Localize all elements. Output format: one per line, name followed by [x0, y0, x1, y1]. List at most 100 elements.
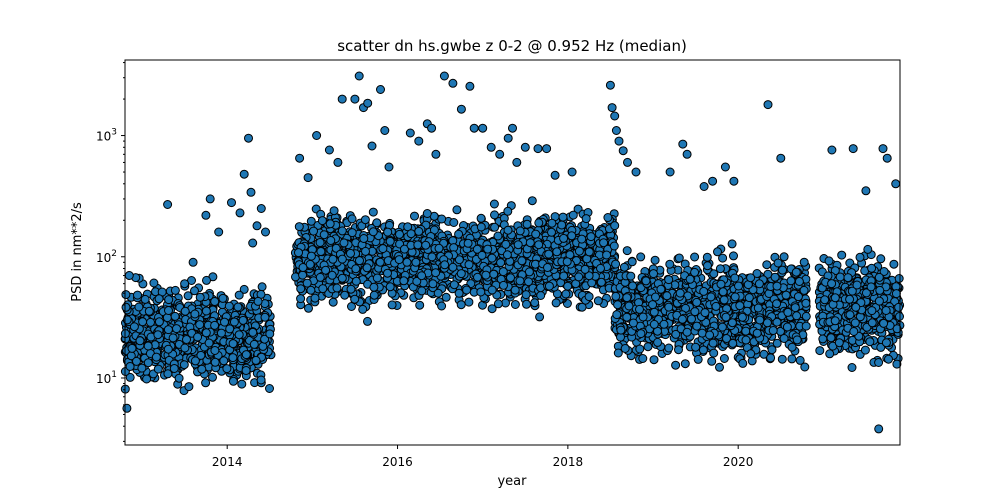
- scatter-point: [665, 259, 675, 269]
- scatter-point: [350, 294, 360, 304]
- scatter-point: [154, 294, 164, 304]
- scatter-point: [328, 254, 338, 264]
- scatter-point: [182, 335, 191, 344]
- scatter-point: [551, 298, 561, 308]
- scatter-point: [337, 273, 347, 283]
- scatter-point: [410, 211, 419, 221]
- scatter-point: [827, 145, 837, 155]
- scatter-point: [256, 375, 266, 385]
- scatter-point: [533, 144, 543, 154]
- scatter-point: [454, 288, 464, 298]
- scatter-point: [361, 246, 370, 256]
- scatter-point: [347, 214, 357, 224]
- scatter-point: [878, 144, 888, 154]
- scatter-point: [702, 252, 712, 262]
- scatter-point: [799, 257, 809, 267]
- scatter-point: [850, 318, 860, 328]
- scatter-point: [659, 319, 669, 329]
- scatter-point: [238, 315, 248, 325]
- scatter-point: [781, 290, 791, 300]
- scatter-point: [428, 279, 438, 289]
- scatter-point: [677, 314, 687, 324]
- scatter-point: [894, 274, 904, 283]
- scatter-point: [542, 144, 552, 154]
- scatter-point: [852, 280, 862, 290]
- scatter-point: [188, 257, 198, 267]
- scatter-point: [427, 123, 437, 133]
- scatter-point: [552, 247, 562, 257]
- scatter-point: [741, 326, 751, 336]
- scatter-point: [355, 256, 364, 266]
- scatter-point: [678, 139, 688, 149]
- scatter-point: [628, 318, 638, 328]
- scatter-point: [169, 364, 179, 373]
- scatter-point: [248, 238, 258, 248]
- scatter-point: [826, 333, 836, 343]
- scatter-point: [793, 292, 803, 302]
- scatter-point: [325, 219, 335, 229]
- scatter-point: [675, 288, 685, 298]
- scatter-point: [383, 227, 393, 237]
- scatter-point: [305, 259, 315, 269]
- scatter-point: [690, 252, 700, 262]
- scatter-point: [622, 312, 632, 322]
- scatter-point: [882, 153, 892, 163]
- scatter-point: [477, 250, 487, 260]
- scatter-point: [464, 260, 474, 270]
- scatter-point: [168, 333, 178, 343]
- scatter-point: [210, 346, 220, 355]
- scatter-point: [362, 263, 372, 273]
- scatter-point: [180, 279, 190, 289]
- scatter-point: [610, 221, 620, 231]
- scatter-point: [619, 262, 629, 272]
- scatter-point: [874, 296, 884, 306]
- scatter-point: [641, 276, 651, 286]
- scatter-point: [227, 198, 236, 208]
- scatter-point: [782, 322, 792, 332]
- scatter-point: [891, 179, 901, 189]
- scatter-point: [794, 277, 804, 286]
- scatter-point: [138, 317, 148, 327]
- scatter-point: [884, 354, 893, 364]
- scatter-point: [151, 352, 161, 362]
- scatter-point: [363, 98, 373, 108]
- scatter-point: [559, 271, 569, 281]
- scatter-point: [222, 364, 232, 374]
- scatter-point: [201, 306, 211, 316]
- scatter-point: [261, 227, 270, 237]
- scatter-point: [881, 306, 891, 315]
- scatter-point: [536, 291, 546, 300]
- scatter-point: [333, 157, 343, 167]
- scatter-point: [449, 218, 459, 227]
- scatter-point: [473, 272, 482, 282]
- scatter-point: [179, 360, 189, 370]
- scatter-point: [638, 312, 648, 322]
- scatter-point: [137, 363, 147, 373]
- scatter-point: [762, 318, 772, 328]
- scatter-point: [481, 270, 491, 280]
- scatter-point: [762, 260, 772, 270]
- scatter-point: [210, 357, 220, 367]
- scatter-point: [476, 213, 486, 223]
- scatter-point: [174, 373, 184, 383]
- scatter-point: [437, 301, 447, 311]
- scatter-point: [258, 341, 268, 351]
- scatter-point: [489, 199, 499, 209]
- scatter-point: [562, 257, 572, 267]
- scatter-point: [531, 229, 541, 239]
- scatter-point: [351, 264, 361, 274]
- scatter-point: [834, 338, 844, 348]
- scatter-point: [499, 280, 508, 290]
- scatter-point: [395, 229, 404, 239]
- scatter-point: [559, 233, 569, 243]
- scatter-point: [574, 272, 584, 282]
- scatter-point: [132, 356, 141, 366]
- scatter-point: [385, 282, 395, 292]
- scatter-point: [574, 246, 584, 256]
- scatter-point: [463, 238, 473, 248]
- scatter-point: [715, 264, 725, 274]
- scatter-point: [454, 229, 464, 239]
- scatter-point: [210, 297, 220, 306]
- scatter-point: [610, 111, 620, 121]
- scatter-point: [855, 252, 865, 262]
